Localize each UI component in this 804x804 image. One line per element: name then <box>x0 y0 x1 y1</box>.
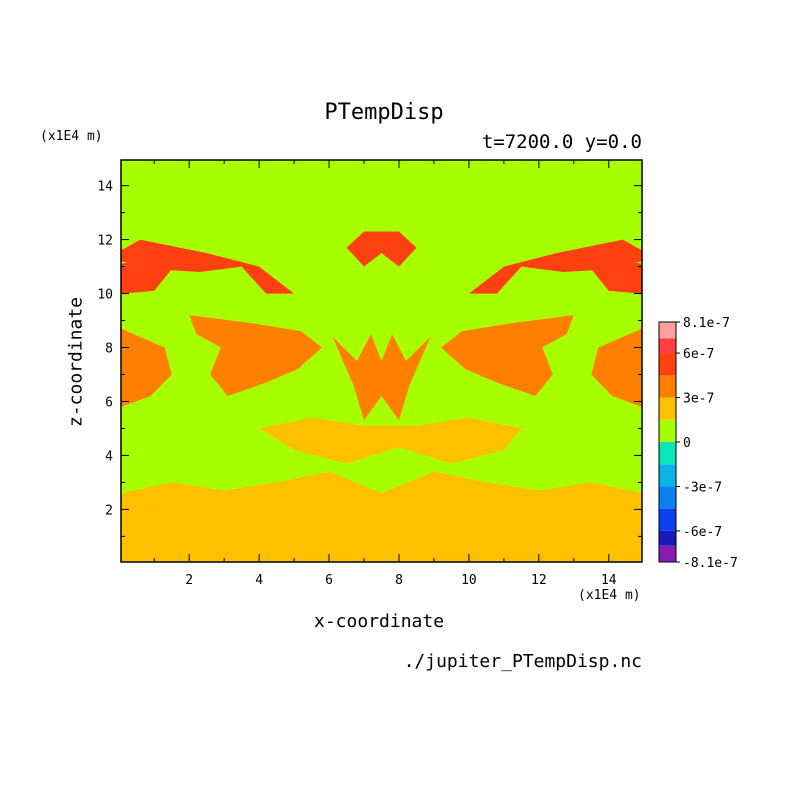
colorbar-segment <box>659 419 676 442</box>
plot-frame <box>120 159 643 563</box>
y-axis: 2 4 6 8 10 12 14 <box>97 180 642 537</box>
x-tick-label: 8 <box>395 573 403 588</box>
heatmap-field <box>121 160 642 562</box>
colorbar-segment <box>659 464 676 487</box>
y-tick-label: 4 <box>105 449 113 464</box>
colorbar-tick-label: 3e-7 <box>683 392 714 407</box>
x-axis: 2 4 6 8 10 12 14 <box>153 160 617 588</box>
y-axis-unit: (x1E4 m) <box>40 129 103 144</box>
colorbar-segment <box>659 353 676 376</box>
region-left-orange <box>189 315 323 397</box>
x-tick-label: 4 <box>255 573 263 588</box>
region-right-edge-orange <box>591 328 642 407</box>
region-crown-red <box>346 231 417 267</box>
colorbar-segment <box>659 322 676 339</box>
colorbar-tick-label: -3e-7 <box>683 480 722 495</box>
x-tick-label: 2 <box>185 573 193 588</box>
x-tick-label: 10 <box>461 573 477 588</box>
y-tick-label: 10 <box>97 288 113 303</box>
colorbar-segment <box>659 375 676 398</box>
y-tick-label: 8 <box>105 342 113 357</box>
region-upper-red <box>121 239 295 294</box>
region-right-blob-red <box>591 258 642 294</box>
y-tick-label: 14 <box>97 180 113 195</box>
y-axis-label: z-coordinate <box>65 296 87 428</box>
colorbar-tick-label: 8.1e-7 <box>683 316 730 331</box>
colorbar-segment <box>659 545 676 562</box>
colorbar-tick-label: -8.1e-7 <box>683 556 738 571</box>
region-upper-red-right <box>468 239 642 294</box>
colorbar-segment <box>659 397 676 420</box>
colorbar: 8.1e-7 6e-7 3e-7 0 -3e-7 -6e-7 -8.1e-7 <box>658 316 738 571</box>
colorbar-segment <box>659 338 676 354</box>
chart-subtitle: t=7200.0 y=0.0 <box>481 131 642 153</box>
colorbar-tick-label: -6e-7 <box>683 525 722 540</box>
region-right-orange <box>440 315 574 397</box>
colorbar-segment <box>659 486 676 509</box>
colorbar-segment <box>659 530 676 546</box>
region-lower-yellow <box>121 471 642 562</box>
region-middle-yellow <box>259 417 522 464</box>
x-axis-unit: (x1E4 m) <box>578 588 641 603</box>
y-tick-label: 12 <box>97 234 113 249</box>
colorbar-segment <box>659 442 676 465</box>
region-left-edge-orange <box>121 328 172 407</box>
source-filename: ./jupiter_PTempDisp.nc <box>403 651 642 672</box>
chart-title: PTempDisp <box>324 100 444 125</box>
region-left-blob-red <box>121 258 172 294</box>
x-tick-label: 12 <box>531 573 547 588</box>
x-axis-label: x-coordinate <box>314 611 445 632</box>
x-tick-label: 14 <box>601 573 617 588</box>
y-tick-label: 6 <box>105 395 113 410</box>
colorbar-tick-label: 6e-7 <box>683 347 714 362</box>
y-tick-label: 2 <box>105 503 113 518</box>
colorbar-segment <box>659 508 676 531</box>
region-central-orange <box>332 334 431 421</box>
x-tick-label: 6 <box>325 573 333 588</box>
colorbar-tick-label: 0 <box>683 436 691 451</box>
